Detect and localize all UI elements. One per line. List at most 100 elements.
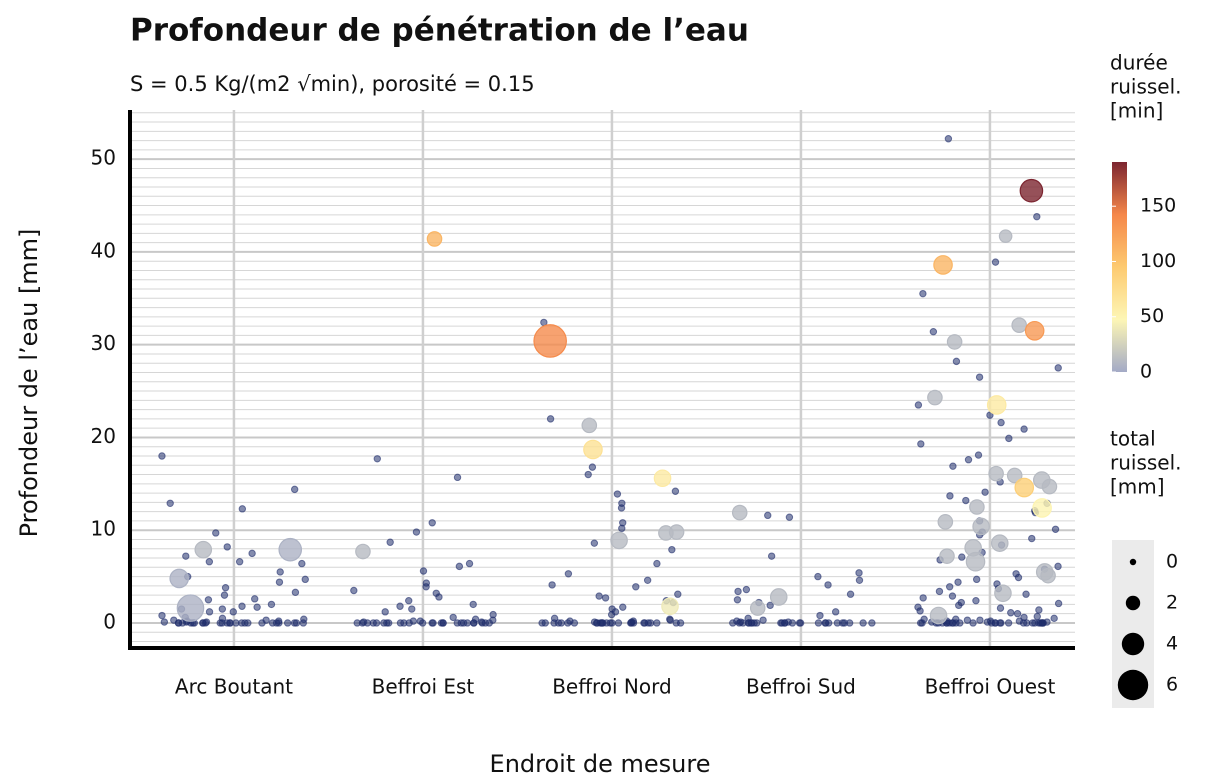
- dot: [419, 567, 428, 575]
- dot: [1043, 618, 1051, 626]
- bubble: [731, 504, 748, 521]
- x-tick-label: Arc Boutant: [175, 675, 293, 699]
- dot: [976, 616, 984, 624]
- dot: [944, 135, 953, 143]
- dot: [759, 616, 767, 624]
- dot: [952, 357, 961, 366]
- color-legend-title: [min]: [1110, 99, 1163, 123]
- bubble: [933, 255, 953, 275]
- dot: [778, 619, 786, 627]
- size-legend-dot: [1117, 669, 1149, 701]
- bubble: [939, 548, 955, 564]
- dot: [784, 618, 792, 626]
- bubble: [355, 543, 371, 560]
- bubble: [1014, 477, 1035, 498]
- dot: [212, 529, 220, 537]
- dot: [301, 575, 309, 584]
- dot: [283, 619, 292, 627]
- bubble: [986, 395, 1007, 415]
- bubble: [929, 606, 948, 625]
- dot: [540, 318, 548, 327]
- dot: [1035, 606, 1043, 614]
- colorbar-tick-label: 150: [1140, 195, 1176, 217]
- dot: [767, 552, 776, 560]
- dot: [1054, 599, 1063, 608]
- dot: [964, 456, 973, 464]
- dot: [258, 619, 266, 627]
- dot: [276, 568, 284, 576]
- bubble: [965, 551, 986, 572]
- dot: [396, 602, 404, 610]
- dot: [974, 451, 983, 459]
- dot: [997, 418, 1005, 427]
- y-tick-label: 20: [91, 424, 116, 448]
- dot: [299, 619, 307, 627]
- dot: [814, 619, 823, 627]
- dot: [590, 539, 599, 547]
- dot: [218, 605, 227, 613]
- dot: [796, 619, 805, 627]
- dot: [158, 452, 166, 460]
- dot: [949, 462, 957, 470]
- bubble: [990, 534, 1009, 552]
- y-tick-label: 50: [91, 146, 116, 170]
- dot: [1035, 619, 1043, 627]
- dot: [963, 616, 972, 624]
- dot: [223, 543, 231, 551]
- y-tick-label: 30: [91, 331, 116, 355]
- bubble: [988, 465, 1004, 482]
- dot: [814, 572, 822, 581]
- dot: [463, 619, 472, 627]
- dot: [972, 596, 980, 605]
- dot: [221, 584, 230, 592]
- dot: [845, 619, 854, 627]
- bubble: [653, 469, 672, 488]
- dot: [821, 619, 829, 627]
- dot: [1013, 609, 1022, 618]
- dot: [958, 553, 966, 561]
- dot: [935, 587, 944, 596]
- bubble: [927, 389, 943, 406]
- dot: [205, 558, 214, 566]
- dot: [238, 505, 247, 513]
- dot: [408, 605, 416, 613]
- dot: [416, 617, 424, 625]
- dot: [566, 617, 574, 625]
- dot: [627, 618, 636, 626]
- dot: [166, 499, 174, 507]
- dot: [253, 603, 261, 611]
- dot: [409, 617, 418, 625]
- dot: [1028, 619, 1037, 627]
- x-tick-label: Beffroi Ouest: [925, 675, 1056, 699]
- dot: [470, 619, 478, 627]
- dot: [158, 611, 166, 620]
- size-legend-title: [mm]: [1110, 475, 1165, 499]
- dot: [920, 615, 928, 623]
- size-legend-label: 4: [1166, 633, 1178, 655]
- y-axis-label: Profondeur de l’eau [mm]: [15, 229, 43, 538]
- dot: [435, 593, 443, 601]
- dot: [251, 595, 259, 603]
- colorbar: [1112, 162, 1127, 372]
- dot: [422, 583, 430, 591]
- dot: [929, 327, 938, 336]
- dot: [372, 619, 381, 627]
- dot: [972, 575, 981, 584]
- colorbar-tick-label: 100: [1140, 250, 1176, 272]
- size-legend-title: ruissel.: [1110, 451, 1182, 475]
- x-tick-label: Beffroi Nord: [552, 675, 672, 699]
- bubble: [426, 231, 443, 247]
- x-tick-label: Beffroi Est: [372, 675, 475, 699]
- dot: [1054, 562, 1062, 571]
- bubble: [661, 597, 679, 616]
- dot: [981, 488, 989, 496]
- dot: [465, 559, 474, 568]
- dot: [1033, 212, 1041, 221]
- dot: [733, 617, 741, 625]
- dot: [1022, 590, 1030, 598]
- dot: [945, 583, 954, 591]
- dot: [229, 608, 237, 616]
- size-legend-title: total: [1110, 427, 1156, 451]
- dot: [831, 608, 840, 616]
